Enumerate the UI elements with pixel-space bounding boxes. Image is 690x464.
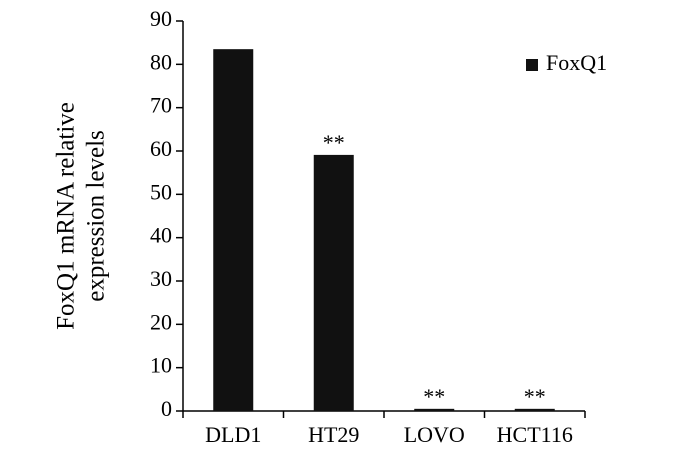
- significance-label: **: [323, 130, 345, 155]
- y-axis-label-line: expression levels: [83, 130, 110, 301]
- y-tick-label: 80: [150, 49, 172, 74]
- y-axis-label: FoxQ1 mRNA relative expression levels: [53, 102, 110, 330]
- y-tick-label: 70: [150, 93, 172, 118]
- legend-label: FoxQ1: [546, 50, 607, 75]
- bar: [313, 154, 354, 411]
- significance-label: **: [423, 384, 445, 409]
- x-tick-label: HT29: [308, 422, 359, 447]
- x-tick-label: HCT116: [497, 422, 573, 447]
- y-axis-label-line: FoxQ1 mRNA relative: [53, 102, 80, 330]
- bar: [514, 408, 555, 411]
- y-tick-label: 90: [150, 6, 172, 31]
- y-tick-label: 40: [150, 223, 172, 248]
- significance-label: **: [524, 384, 546, 409]
- x-tick-label: DLD1: [205, 422, 261, 447]
- legend-swatch: [526, 59, 538, 71]
- y-tick-label: 50: [150, 179, 172, 204]
- y-tick-label: 10: [150, 353, 172, 378]
- bar: [414, 408, 455, 411]
- y-tick-label: 0: [161, 396, 172, 421]
- bar: [213, 49, 254, 412]
- x-tick-label: LOVO: [404, 422, 465, 447]
- y-tick-label: 30: [150, 266, 172, 291]
- y-tick-label: 60: [150, 136, 172, 161]
- y-tick-label: 20: [150, 309, 172, 334]
